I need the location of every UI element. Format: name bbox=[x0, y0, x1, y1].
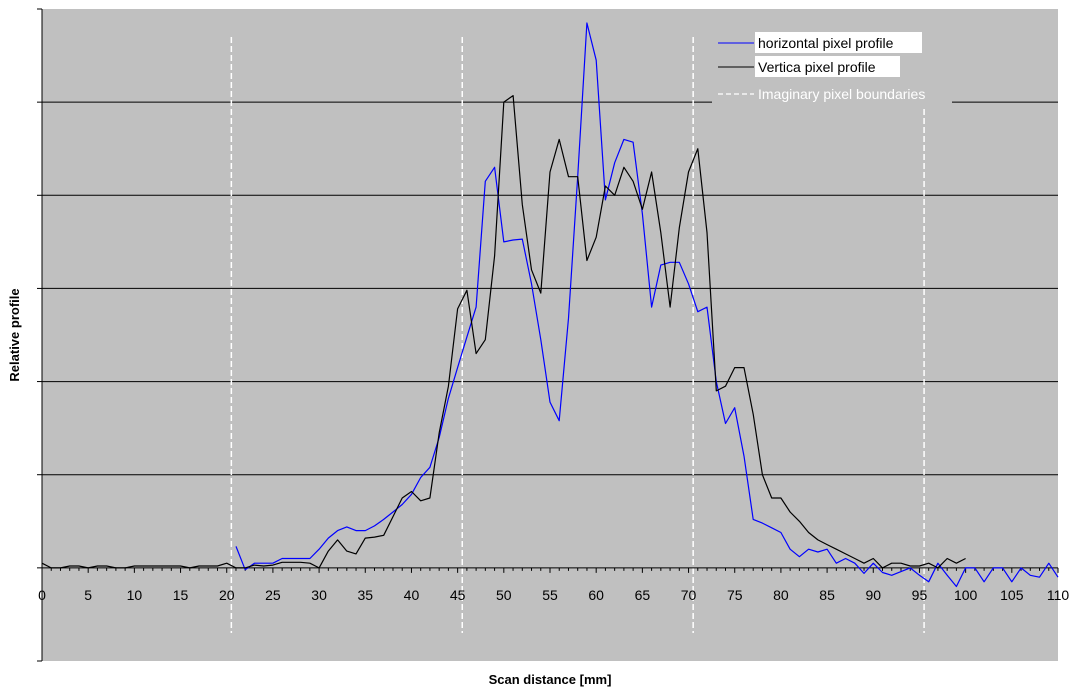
reference-lines bbox=[230, 36, 925, 634]
legend-label-bg-horizontal bbox=[755, 32, 922, 53]
y-axis-title: Relative profile bbox=[7, 288, 22, 381]
x-tick-label-60: 60 bbox=[588, 587, 604, 603]
x-tick-label-105: 105 bbox=[1000, 587, 1024, 603]
plot-area bbox=[42, 9, 1058, 661]
x-tick-label-20: 20 bbox=[219, 587, 235, 603]
x-tick-label-45: 45 bbox=[450, 587, 466, 603]
x-tick-label-110: 110 bbox=[1047, 587, 1070, 603]
legend-label-bg-vertical bbox=[755, 56, 900, 77]
series-line-1 bbox=[41, 94, 966, 569]
x-tick-label-95: 95 bbox=[912, 587, 928, 603]
x-tick-label-55: 55 bbox=[542, 587, 558, 603]
x-tick-label-40: 40 bbox=[404, 587, 420, 603]
x-tick-label-35: 35 bbox=[357, 587, 373, 603]
series-layer bbox=[41, 22, 1059, 588]
legend-label-horizontal: horizontal pixel profile bbox=[758, 35, 894, 51]
series-line-0 bbox=[235, 22, 1059, 588]
x-tick-label-100: 100 bbox=[954, 587, 978, 603]
x-tick-label-85: 85 bbox=[819, 587, 835, 603]
x-tick-label-90: 90 bbox=[865, 587, 881, 603]
x-tick-label-5: 5 bbox=[84, 587, 92, 603]
grid-layer bbox=[42, 101, 1058, 476]
x-tick-label-50: 50 bbox=[496, 587, 512, 603]
x-tick-label-0: 0 bbox=[38, 587, 46, 603]
axis-layer: 0 5 10 15 20 25 30 35 40 45 50 55 60 65 70 75 80 85 90 95 10… bbox=[37, 8, 1070, 662]
legend-label-boundaries: Imaginary pixel boundaries bbox=[758, 86, 925, 102]
x-tick-label-80: 80 bbox=[773, 587, 789, 603]
x-axis-title: Scan distance [mm] bbox=[489, 672, 612, 687]
legend-label-vertical: Vertica pixel profile bbox=[758, 59, 876, 75]
x-tick-label-75: 75 bbox=[727, 587, 743, 603]
x-tick-label-25: 25 bbox=[265, 587, 281, 603]
x-tick-label-10: 10 bbox=[127, 587, 143, 603]
legend: horizontal pixel profile Vertica pixel p… bbox=[712, 30, 952, 108]
x-tick-label-30: 30 bbox=[311, 587, 327, 603]
x-tick-label-65: 65 bbox=[635, 587, 651, 603]
x-tick-label-15: 15 bbox=[173, 587, 189, 603]
x-tick-label-70: 70 bbox=[681, 587, 697, 603]
